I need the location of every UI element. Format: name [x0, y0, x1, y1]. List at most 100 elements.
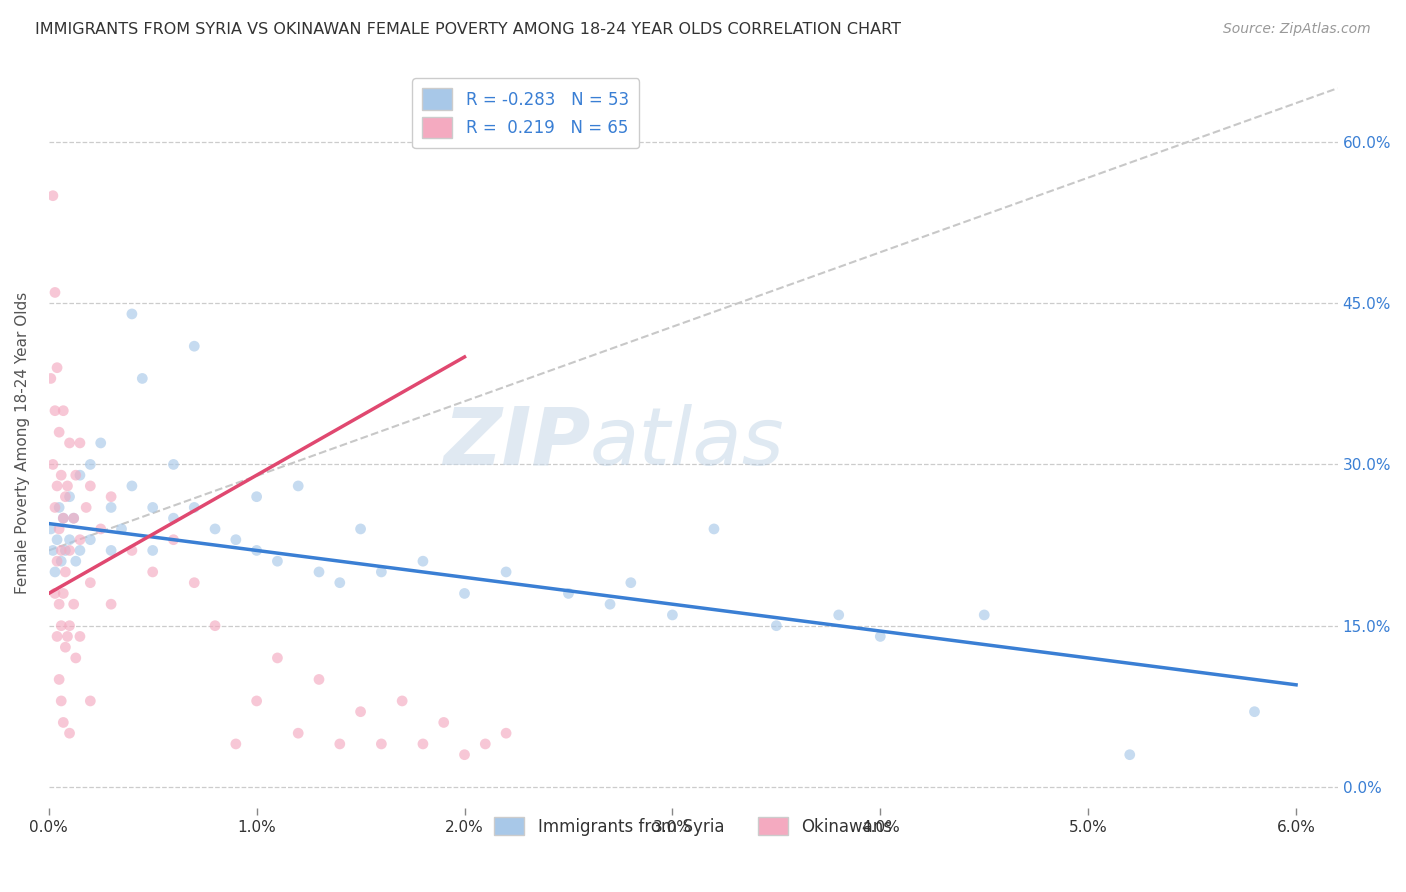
Point [55, 543, 77, 558]
Point [121, 543, 143, 558]
Point [69, 543, 91, 558]
Point [42, 188, 65, 202]
Point [69, 533, 91, 547]
Point [79, 575, 101, 590]
Point [142, 543, 165, 558]
Point [90, 436, 112, 450]
Point [62, 597, 84, 611]
Point [44, 565, 66, 579]
Point [131, 371, 153, 385]
Point [51, 694, 73, 708]
Point [65, 651, 87, 665]
Point [46, 554, 69, 568]
Point [51, 468, 73, 483]
Point [62, 511, 84, 525]
Point [62, 511, 84, 525]
Text: Source: ZipAtlas.com: Source: ZipAtlas.com [1223, 22, 1371, 37]
Point [869, 630, 891, 644]
Point [412, 554, 434, 568]
Point [65, 554, 87, 568]
Point [48, 500, 70, 515]
Point [183, 339, 205, 353]
Point [370, 737, 392, 751]
Point [246, 543, 269, 558]
Point [39, 522, 62, 536]
Point [69, 468, 91, 483]
Point [287, 726, 309, 740]
Point [121, 479, 143, 493]
Point [100, 490, 122, 504]
Point [48, 522, 70, 536]
Y-axis label: Female Poverty Among 18-24 Year Olds: Female Poverty Among 18-24 Year Olds [15, 292, 30, 594]
Point [121, 307, 143, 321]
Point [44, 285, 66, 300]
Point [69, 630, 91, 644]
Point [495, 726, 517, 740]
Point [412, 737, 434, 751]
Point [703, 522, 725, 536]
Point [246, 694, 269, 708]
Point [308, 565, 330, 579]
Point [51, 618, 73, 632]
Point [58, 618, 80, 632]
Point [51, 543, 73, 558]
Point [1243, 705, 1265, 719]
Text: atlas: atlas [591, 404, 785, 482]
Point [370, 565, 392, 579]
Point [58, 533, 80, 547]
Point [225, 737, 247, 751]
Point [828, 607, 851, 622]
Point [46, 630, 69, 644]
Point [162, 458, 184, 472]
Point [48, 597, 70, 611]
Point [266, 651, 288, 665]
Legend: Immigrants from Syria, Okinawans: Immigrants from Syria, Okinawans [486, 809, 900, 844]
Point [391, 694, 413, 708]
Point [246, 490, 269, 504]
Point [142, 500, 165, 515]
Point [58, 543, 80, 558]
Text: IMMIGRANTS FROM SYRIA VS OKINAWAN FEMALE POVERTY AMONG 18-24 YEAR OLDS CORRELATI: IMMIGRANTS FROM SYRIA VS OKINAWAN FEMALE… [35, 22, 901, 37]
Point [48, 425, 70, 440]
Point [204, 522, 226, 536]
Point [287, 479, 309, 493]
Text: ZIP: ZIP [443, 404, 591, 482]
Point [620, 575, 643, 590]
Point [162, 511, 184, 525]
Point [162, 533, 184, 547]
Point [308, 673, 330, 687]
Point [58, 726, 80, 740]
Point [79, 479, 101, 493]
Point [79, 533, 101, 547]
Point [58, 490, 80, 504]
Point [495, 565, 517, 579]
Point [183, 500, 205, 515]
Point [55, 490, 77, 504]
Point [183, 575, 205, 590]
Point [58, 436, 80, 450]
Point [266, 554, 288, 568]
Point [453, 586, 475, 600]
Point [100, 500, 122, 515]
Point [65, 468, 87, 483]
Point [349, 705, 371, 719]
Point [973, 607, 995, 622]
Point [100, 543, 122, 558]
Point [42, 458, 65, 472]
Point [44, 586, 66, 600]
Point [52, 403, 75, 417]
Point [56, 630, 79, 644]
Point [433, 715, 456, 730]
Point [56, 479, 79, 493]
Point [79, 694, 101, 708]
Point [42, 543, 65, 558]
Point [39, 371, 62, 385]
Point [90, 522, 112, 536]
Point [661, 607, 683, 622]
Point [79, 458, 101, 472]
Point [557, 586, 579, 600]
Point [110, 522, 132, 536]
Point [329, 575, 352, 590]
Point [48, 673, 70, 687]
Point [52, 586, 75, 600]
